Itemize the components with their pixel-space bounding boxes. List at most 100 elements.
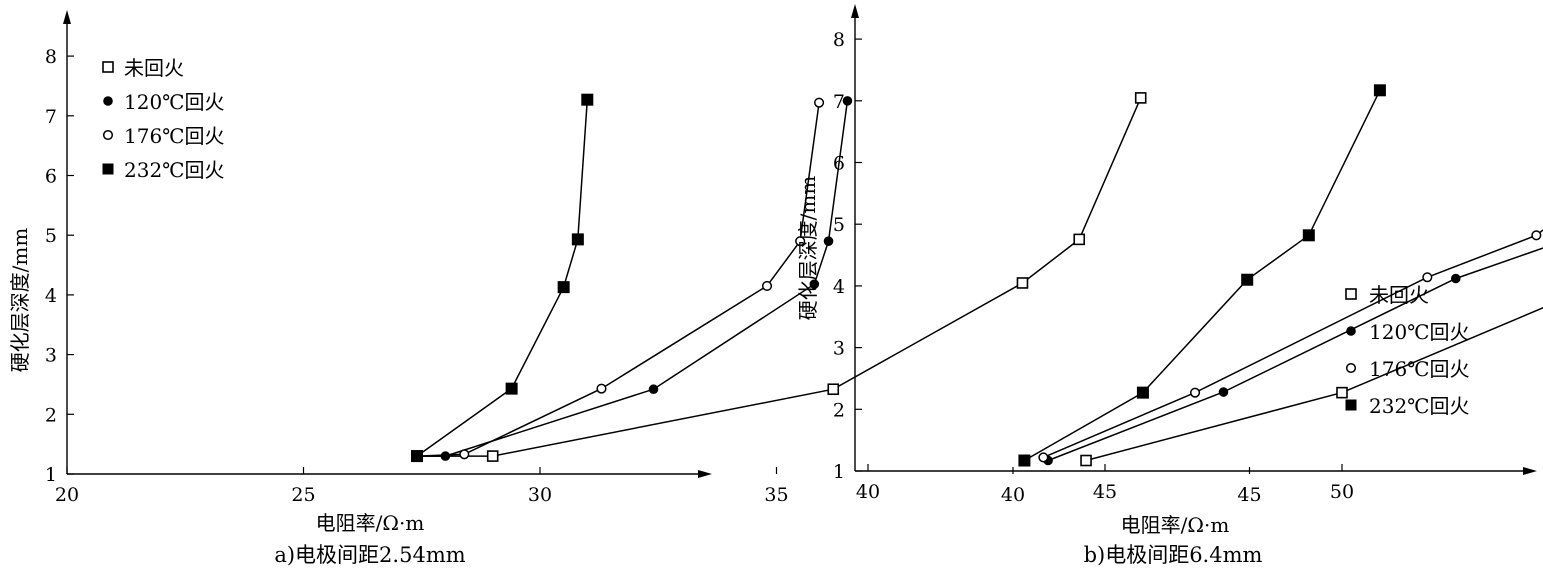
series-2 [411,97,825,462]
data-point [814,97,825,108]
y-tick-label: 2 [833,399,845,421]
data-point [795,236,806,247]
chart-title: a)电极间距2.54mm [274,543,465,567]
data-point [1080,454,1092,467]
x-tick-label: 50 [1330,481,1354,503]
legend-entry: 120℃回火 [124,90,225,114]
legend-marker [103,96,113,106]
y-tick-label: 6 [45,166,57,188]
legend-marker [1345,399,1357,411]
y-axis-arrow [851,4,859,18]
data-point [842,96,853,106]
data-point [596,383,607,394]
data-point [486,450,499,462]
legend-entry: 176℃回火 [1369,357,1470,381]
series-2 [1038,229,1543,463]
x-axis-arrow [698,470,712,478]
data-point [1016,277,1029,289]
x-axis-label: 电阻率/Ω·m [1121,513,1230,537]
x-tick-label: 25 [291,484,315,506]
x-axis-label: 电阻率/Ω·m [316,511,425,535]
y-axis-arrow [63,10,71,24]
data-point [1190,387,1201,398]
x-tick-label: 40 [856,481,880,503]
chart-title: b)电极间距6.4mm [1084,543,1263,567]
y-tick-label: 7 [45,106,57,128]
y-tick-label: 1 [833,461,845,483]
data-point [557,281,570,294]
y-tick-label: 7 [833,91,845,113]
series-line [416,102,820,457]
x-axis-arrow [1523,467,1537,475]
legend-marker [102,129,114,141]
legend-marker [102,61,114,73]
series-1 [1043,247,1543,466]
data-point [1422,272,1433,283]
data-point [1218,387,1229,397]
data-point [1373,84,1386,97]
data-point [1134,92,1147,104]
data-point [581,93,594,106]
legend-entry: 176℃回火 [124,124,225,148]
y-tick-label: 4 [45,285,57,307]
data-point [761,280,773,291]
series-line [1085,306,1543,462]
series-3 [1018,84,1386,467]
data-point [1038,452,1049,463]
y-tick-label: 3 [45,345,57,367]
data-point [648,384,659,395]
data-point [1136,386,1149,399]
data-point [823,236,834,246]
x-tick-label: 40 [1001,484,1025,506]
series-line [417,97,1142,457]
series-line [416,99,589,457]
series-line [1024,89,1381,462]
y-tick-label: 1 [45,464,57,486]
legend-marker [1345,288,1357,300]
x-tick-label: 45 [1093,481,1117,503]
y-tick-label: 3 [833,338,845,360]
series-0 [1080,306,1543,467]
y-tick-label: 4 [833,276,845,298]
data-point [1531,230,1542,241]
data-point [505,382,518,395]
y-tick-label: 5 [833,214,845,236]
chart-panel-b: 40455055606512345678硬化层深度/mm电阻率/Ω·mb)电极间… [796,4,1543,567]
series-0 [411,92,1147,462]
chart-panel-a: 20 25 30 35 40 4512345678硬化层深度/mm电阻率/Ω·ma)电极间… [8,10,1262,567]
series-line [417,100,849,457]
x-tick-label: 30 [528,484,552,506]
series-1 [412,96,853,461]
y-tick-label: 8 [45,46,57,68]
y-tick-label: 8 [833,29,845,51]
y-tick-label: 6 [833,153,845,175]
legend-marker [102,163,114,175]
y-tick-label: 2 [45,404,57,426]
legend: 未回火 120℃回火 176℃回火 232℃回火 [102,56,225,182]
data-point [1336,386,1348,399]
y-tick-label: 5 [45,225,57,247]
legend-marker [1346,326,1356,336]
legend: 未回火 120℃回火 176℃回火 232℃回火 [1345,283,1470,418]
data-point [809,279,820,289]
data-point [1241,273,1254,286]
legend-entry: 232℃回火 [1369,394,1470,418]
data-point [1302,229,1315,242]
x-tick-label: 35 [764,484,788,506]
y-axis-label: 硬化层深度/mm [796,176,820,321]
legend-entry: 120℃回火 [1369,320,1470,344]
series-3 [411,93,594,463]
y-axis-label: 硬化层深度/mm [8,228,32,373]
data-point [1450,273,1461,284]
data-point [1073,233,1086,246]
legend-marker [1345,362,1357,374]
data-point [571,233,584,246]
legend-entry: 未回火 [1369,283,1429,307]
data-point [411,450,424,463]
data-point [827,383,840,396]
x-tick-label: 20 [55,484,79,506]
data-point [1018,454,1031,467]
x-tick-label: 45 [1237,484,1261,506]
